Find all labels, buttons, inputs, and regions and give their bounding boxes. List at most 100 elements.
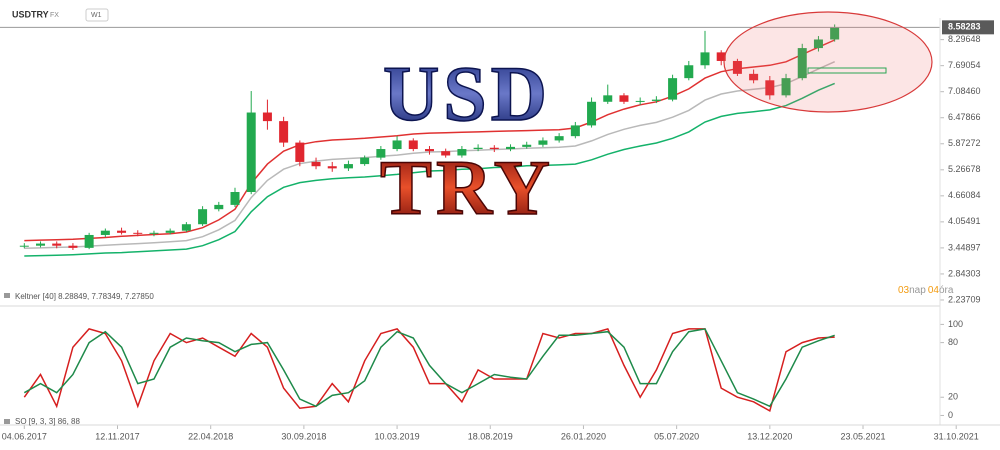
line — [23, 328, 835, 413]
y-tick-label: 5.26678 — [948, 164, 981, 174]
candle-body — [830, 27, 840, 40]
candle-body — [262, 112, 272, 122]
countdown-days-unit: nap — [909, 285, 926, 296]
y-tick-label: 6.47866 — [948, 112, 981, 122]
candle-body — [424, 149, 434, 152]
x-tick-label: 13.12.2020 — [747, 431, 792, 441]
countdown-days: 03 — [898, 285, 910, 296]
last-price-box — [942, 20, 994, 35]
y-tick-label: 0 — [948, 410, 953, 420]
y-tick-label: 7.08460 — [948, 86, 981, 96]
candle-body — [781, 78, 791, 96]
candle-body — [392, 140, 402, 150]
candle-body — [603, 95, 613, 102]
candle-body — [619, 95, 629, 102]
candle-body — [360, 157, 370, 165]
candle-body — [198, 209, 208, 225]
candle-body — [732, 60, 742, 74]
candle-body — [408, 140, 418, 150]
line — [24, 82, 835, 257]
candle-body — [587, 101, 597, 126]
x-tick-label: 22.04.2018 — [188, 431, 233, 441]
candle-body — [343, 164, 353, 169]
highlight-ellipse — [723, 11, 933, 113]
candle-body — [279, 121, 289, 143]
candle-body — [570, 125, 580, 137]
legend-icon[interactable] — [4, 419, 10, 424]
candle-body — [117, 230, 127, 233]
candle-body — [100, 230, 110, 235]
countdown-hours-unit: óra — [939, 285, 954, 296]
symbol[interactable]: USDTRY — [12, 9, 49, 19]
candle-body — [716, 52, 726, 61]
timeframe-box[interactable] — [85, 8, 109, 22]
candle-body — [749, 73, 759, 81]
candle-body — [668, 78, 678, 100]
candle-body — [473, 147, 483, 150]
candle-body — [246, 112, 256, 193]
candle-body — [52, 243, 62, 246]
legend-icon[interactable] — [4, 293, 10, 298]
candle-body — [19, 245, 29, 247]
candle-body — [376, 149, 386, 158]
candle-body — [489, 147, 499, 150]
countdown: 03nap 04óra — [898, 285, 954, 296]
candle-body — [457, 149, 467, 156]
countdown-hours: 04 — [928, 285, 940, 296]
candle-body — [84, 234, 94, 248]
candle-body — [230, 192, 240, 205]
y-tick-label: 20 — [948, 392, 958, 402]
y-tick-label: 4.66084 — [948, 190, 981, 200]
candle-body — [165, 230, 175, 233]
x-tick-label: 12.11.2017 — [95, 431, 139, 441]
candle-body — [441, 151, 451, 156]
candle-body — [797, 48, 807, 79]
candle-body — [635, 100, 645, 102]
y-tick-label: 80 — [948, 337, 958, 347]
watermark-try: TRY — [380, 144, 554, 231]
candle-body — [181, 224, 191, 231]
candle-body — [651, 99, 661, 101]
x-tick-label: 10.03.2019 — [375, 431, 420, 441]
market: FX — [50, 12, 59, 19]
x-tick-label: 05.07.2020 — [654, 431, 699, 441]
candle-body — [813, 39, 823, 49]
candle-body — [149, 232, 159, 234]
y-tick-label: 100 — [948, 319, 963, 329]
x-tick-label: 23.05.2021 — [840, 431, 885, 441]
y-tick-label: 7.69054 — [948, 60, 981, 70]
y-tick-label: 2.23709 — [948, 294, 981, 304]
candle-body — [700, 52, 710, 66]
candle-body — [538, 140, 548, 145]
highlight-box — [807, 67, 887, 74]
candle-body — [327, 166, 337, 169]
y-tick-label: 2.84303 — [948, 268, 981, 278]
line — [23, 328, 835, 408]
y-tick-label: 3.44897 — [948, 242, 981, 252]
candle-body — [36, 243, 46, 246]
candle-body — [522, 144, 532, 147]
y-tick-label: 8.29648 — [948, 34, 981, 44]
candle-body — [295, 142, 305, 162]
x-tick-label: 18.08.2019 — [468, 431, 513, 441]
x-tick-label: 26.01.2020 — [561, 431, 606, 441]
x-tick-label: 04.06.2017 — [2, 431, 47, 441]
y-tick-label: 5.87272 — [948, 138, 981, 148]
keltner-label: Keltner [40] 8.28849, 7.78349, 7.27850 — [15, 292, 154, 301]
candle-body — [554, 136, 564, 141]
watermark-usd: USD — [383, 50, 551, 137]
candle-body — [68, 245, 78, 248]
last-price-label: 8.58283 — [948, 22, 981, 32]
timeframe[interactable]: W1 — [91, 12, 102, 19]
x-tick-label: 30.09.2018 — [281, 431, 326, 441]
candle-body — [133, 232, 143, 234]
stochastic-label: SO [9, 3, 3] 86, 88 — [15, 417, 80, 426]
candle-body — [765, 80, 775, 96]
candle-body — [506, 146, 516, 150]
candle-body — [684, 65, 694, 79]
y-tick-label: 4.05491 — [948, 216, 981, 226]
line — [24, 39, 836, 242]
plot-layer: 2.23709 2.84303 3.44897 4.05491 4.66084 5.266… — [0, 20, 994, 441]
